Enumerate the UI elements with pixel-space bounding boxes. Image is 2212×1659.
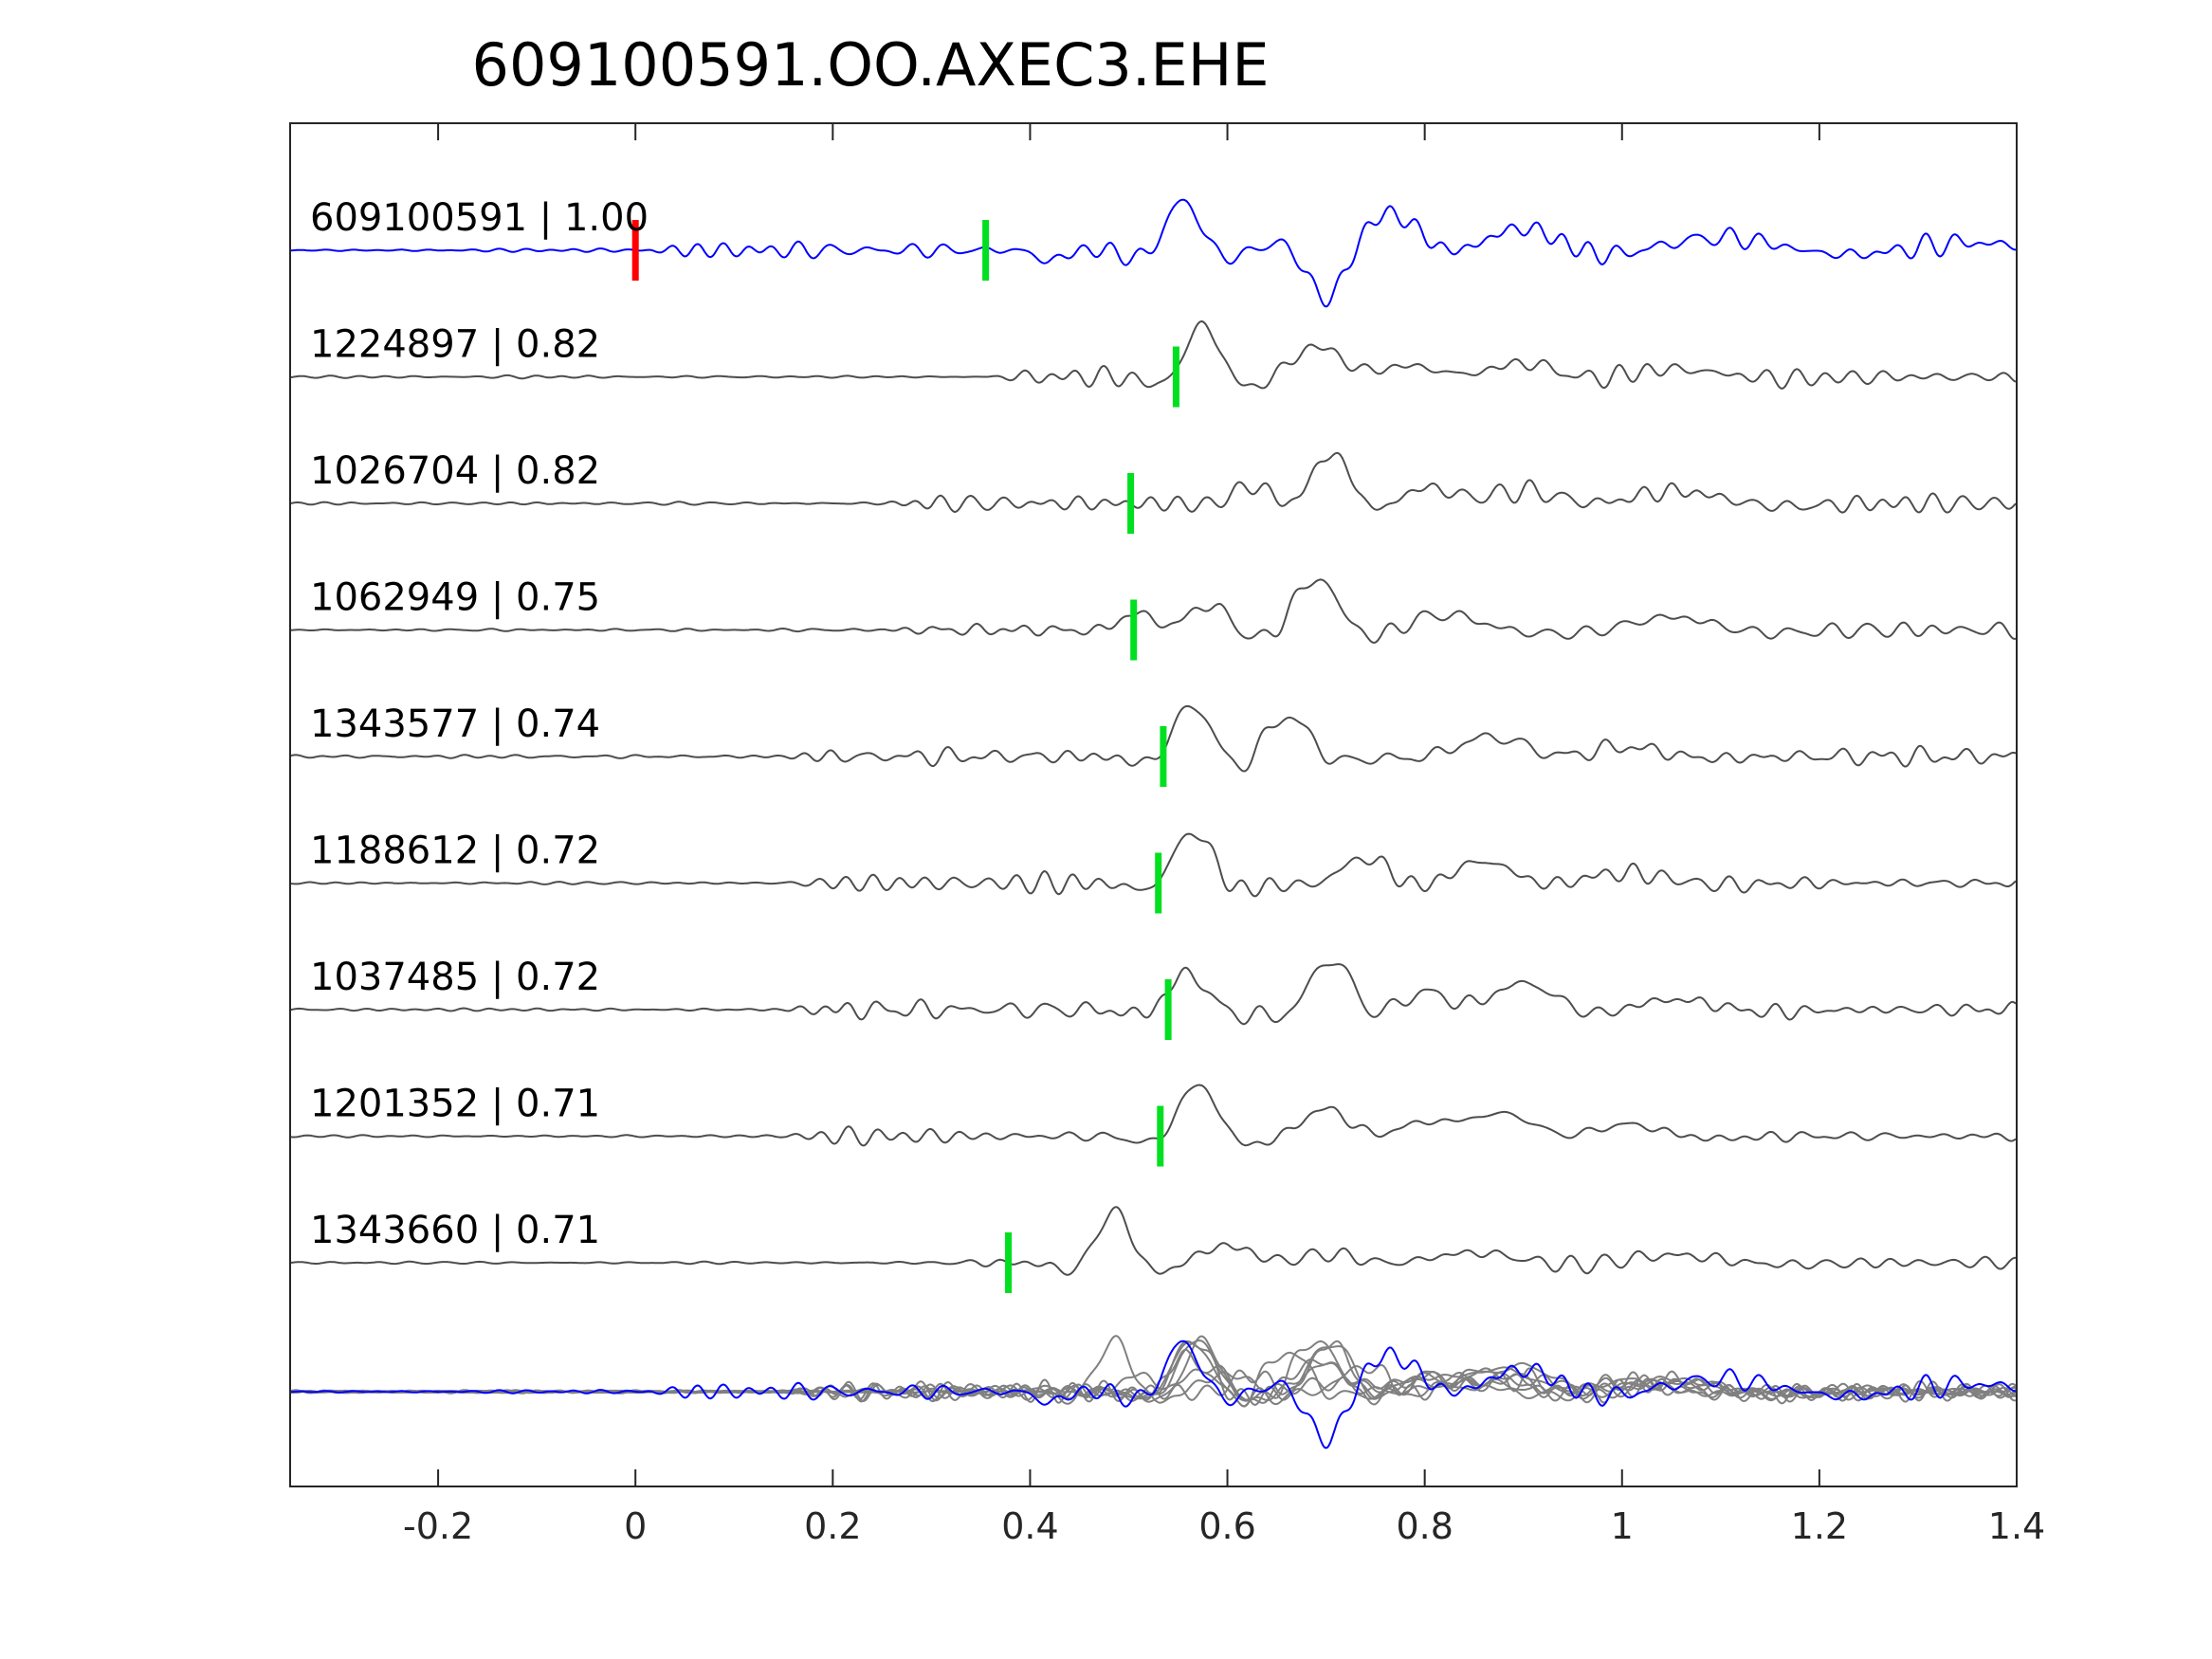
x-tick-label: 0.8 [1396, 1505, 1453, 1547]
trace-1037485-line [289, 963, 2017, 1026]
trace-1343577-label: 1343577 | 0.74 [310, 702, 600, 746]
x-tick-label: 0.2 [804, 1505, 861, 1547]
trace-1224897-label: 1224897 | 0.82 [310, 323, 600, 367]
trace-1062949-label: 1062949 | 0.75 [310, 576, 600, 620]
trace-1224897-line [289, 320, 2017, 390]
trace-1201352-label: 1201352 | 0.71 [310, 1083, 600, 1126]
x-tick-label: 1.4 [1988, 1505, 2045, 1547]
trace-group [289, 198, 2017, 1276]
trace-1026704-label: 1026704 | 0.82 [310, 449, 600, 493]
x-tick-label: 0.4 [1001, 1505, 1058, 1547]
trace-1188612-line [289, 832, 2017, 898]
trace-1343660-label: 1343660 | 0.71 [310, 1209, 600, 1252]
chart-title: 609100591.OO.AXEC3.EHE [472, 30, 1270, 100]
trace-1343660-line [289, 1206, 2017, 1276]
trace-1201352-line [289, 1084, 2017, 1147]
x-tick-label: 0.6 [1198, 1505, 1255, 1547]
x-tick-label: -0.2 [403, 1505, 473, 1547]
trace-labels: 609100591 | 1.00 1224897 | 0.82 1026704 | … [310, 196, 649, 1252]
x-axis: -0.2 0 0.2 0.4 0.6 0.8 1 1.2 1.4 [403, 123, 2045, 1547]
trace-1062949-line [290, 578, 2017, 644]
x-tick-label: 1.2 [1791, 1505, 1848, 1547]
trace-1026704-line [289, 451, 2017, 514]
trace-1343577-line [289, 704, 2017, 773]
trace-609100591-label: 609100591 | 1.00 [310, 196, 649, 240]
trace-1037485-label: 1037485 | 0.72 [310, 956, 600, 999]
pick-markers [631, 220, 1179, 1293]
trace-1188612-label: 1188612 | 0.72 [310, 830, 600, 873]
axes-frame [289, 122, 2018, 1487]
x-tick-label: 1 [1611, 1505, 1634, 1547]
overlay-group [289, 1335, 2017, 1449]
overlay-reference-line [289, 1340, 2017, 1449]
x-tick-label: 0 [624, 1505, 647, 1547]
trace-609100591-line [289, 198, 2017, 308]
